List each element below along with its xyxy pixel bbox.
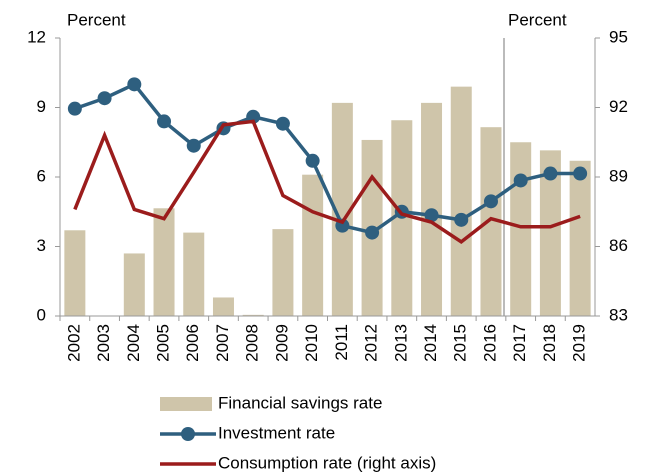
bar: [510, 142, 532, 316]
x-tick-label: 2002: [64, 324, 83, 362]
x-tick-label: 2016: [480, 324, 499, 362]
marker: [305, 153, 320, 168]
x-tick-label: 2011: [332, 324, 351, 361]
y2-tick-label: 92: [609, 97, 628, 116]
bar: [212, 297, 234, 316]
y-axis-label: Percent: [67, 10, 126, 29]
marker: [186, 138, 201, 153]
bar: [64, 230, 86, 316]
y2-tick-label: 83: [609, 305, 628, 324]
bar: [450, 86, 472, 317]
bar: [539, 150, 561, 316]
y2-tick-label: 89: [609, 166, 628, 185]
y-tick-label: 3: [37, 236, 46, 255]
bar: [153, 208, 175, 316]
y2-tick-label: 95: [609, 27, 628, 46]
marker: [67, 101, 82, 116]
bar: [569, 160, 591, 316]
y2-tick-label: 86: [609, 236, 628, 255]
bar: [242, 314, 264, 316]
y2-axis-label: Percent: [508, 10, 567, 29]
marker: [454, 212, 469, 227]
bar: [302, 174, 324, 316]
x-tick-label: 2006: [183, 324, 202, 362]
marker: [483, 194, 498, 209]
marker: [543, 166, 558, 181]
marker: [573, 166, 588, 181]
x-tick-label: 2015: [451, 324, 470, 362]
bar: [183, 232, 205, 316]
x-tick-label: 2009: [272, 324, 291, 362]
marker: [365, 225, 380, 240]
x-tick-label: 2014: [421, 324, 440, 362]
legend-label: Consumption rate (right axis): [218, 453, 436, 472]
x-tick-label: 2007: [213, 324, 232, 362]
y-tick-label: 0: [37, 305, 46, 324]
marker: [275, 116, 290, 131]
x-tick-label: 2010: [302, 324, 321, 362]
x-tick-label: 2013: [391, 324, 410, 362]
legend-marker: [181, 427, 195, 441]
y-tick-label: 6: [37, 166, 46, 185]
x-tick-label: 2012: [362, 324, 381, 362]
line: [73, 119, 581, 245]
x-tick-label: 2019: [570, 324, 589, 362]
marker: [513, 173, 528, 188]
bar: [331, 102, 353, 316]
marker: [127, 77, 142, 92]
marker: [97, 91, 112, 106]
x-tick-label: 2008: [243, 324, 262, 362]
x-tick-label: 2005: [154, 324, 173, 362]
legend-label: Financial savings rate: [218, 393, 382, 412]
bar: [123, 253, 145, 316]
x-tick-label: 2017: [510, 324, 529, 362]
legend-label: Investment rate: [218, 423, 335, 442]
y-tick-label: 9: [37, 97, 46, 116]
y-tick-label: 12: [27, 27, 46, 46]
x-tick-label: 2018: [540, 324, 559, 362]
marker: [424, 208, 439, 223]
x-tick-label: 2004: [124, 324, 143, 362]
marker: [157, 114, 172, 129]
bar: [480, 127, 502, 316]
legend-swatch: [160, 397, 212, 411]
bar: [272, 229, 294, 316]
x-tick-label: 2003: [94, 324, 113, 362]
